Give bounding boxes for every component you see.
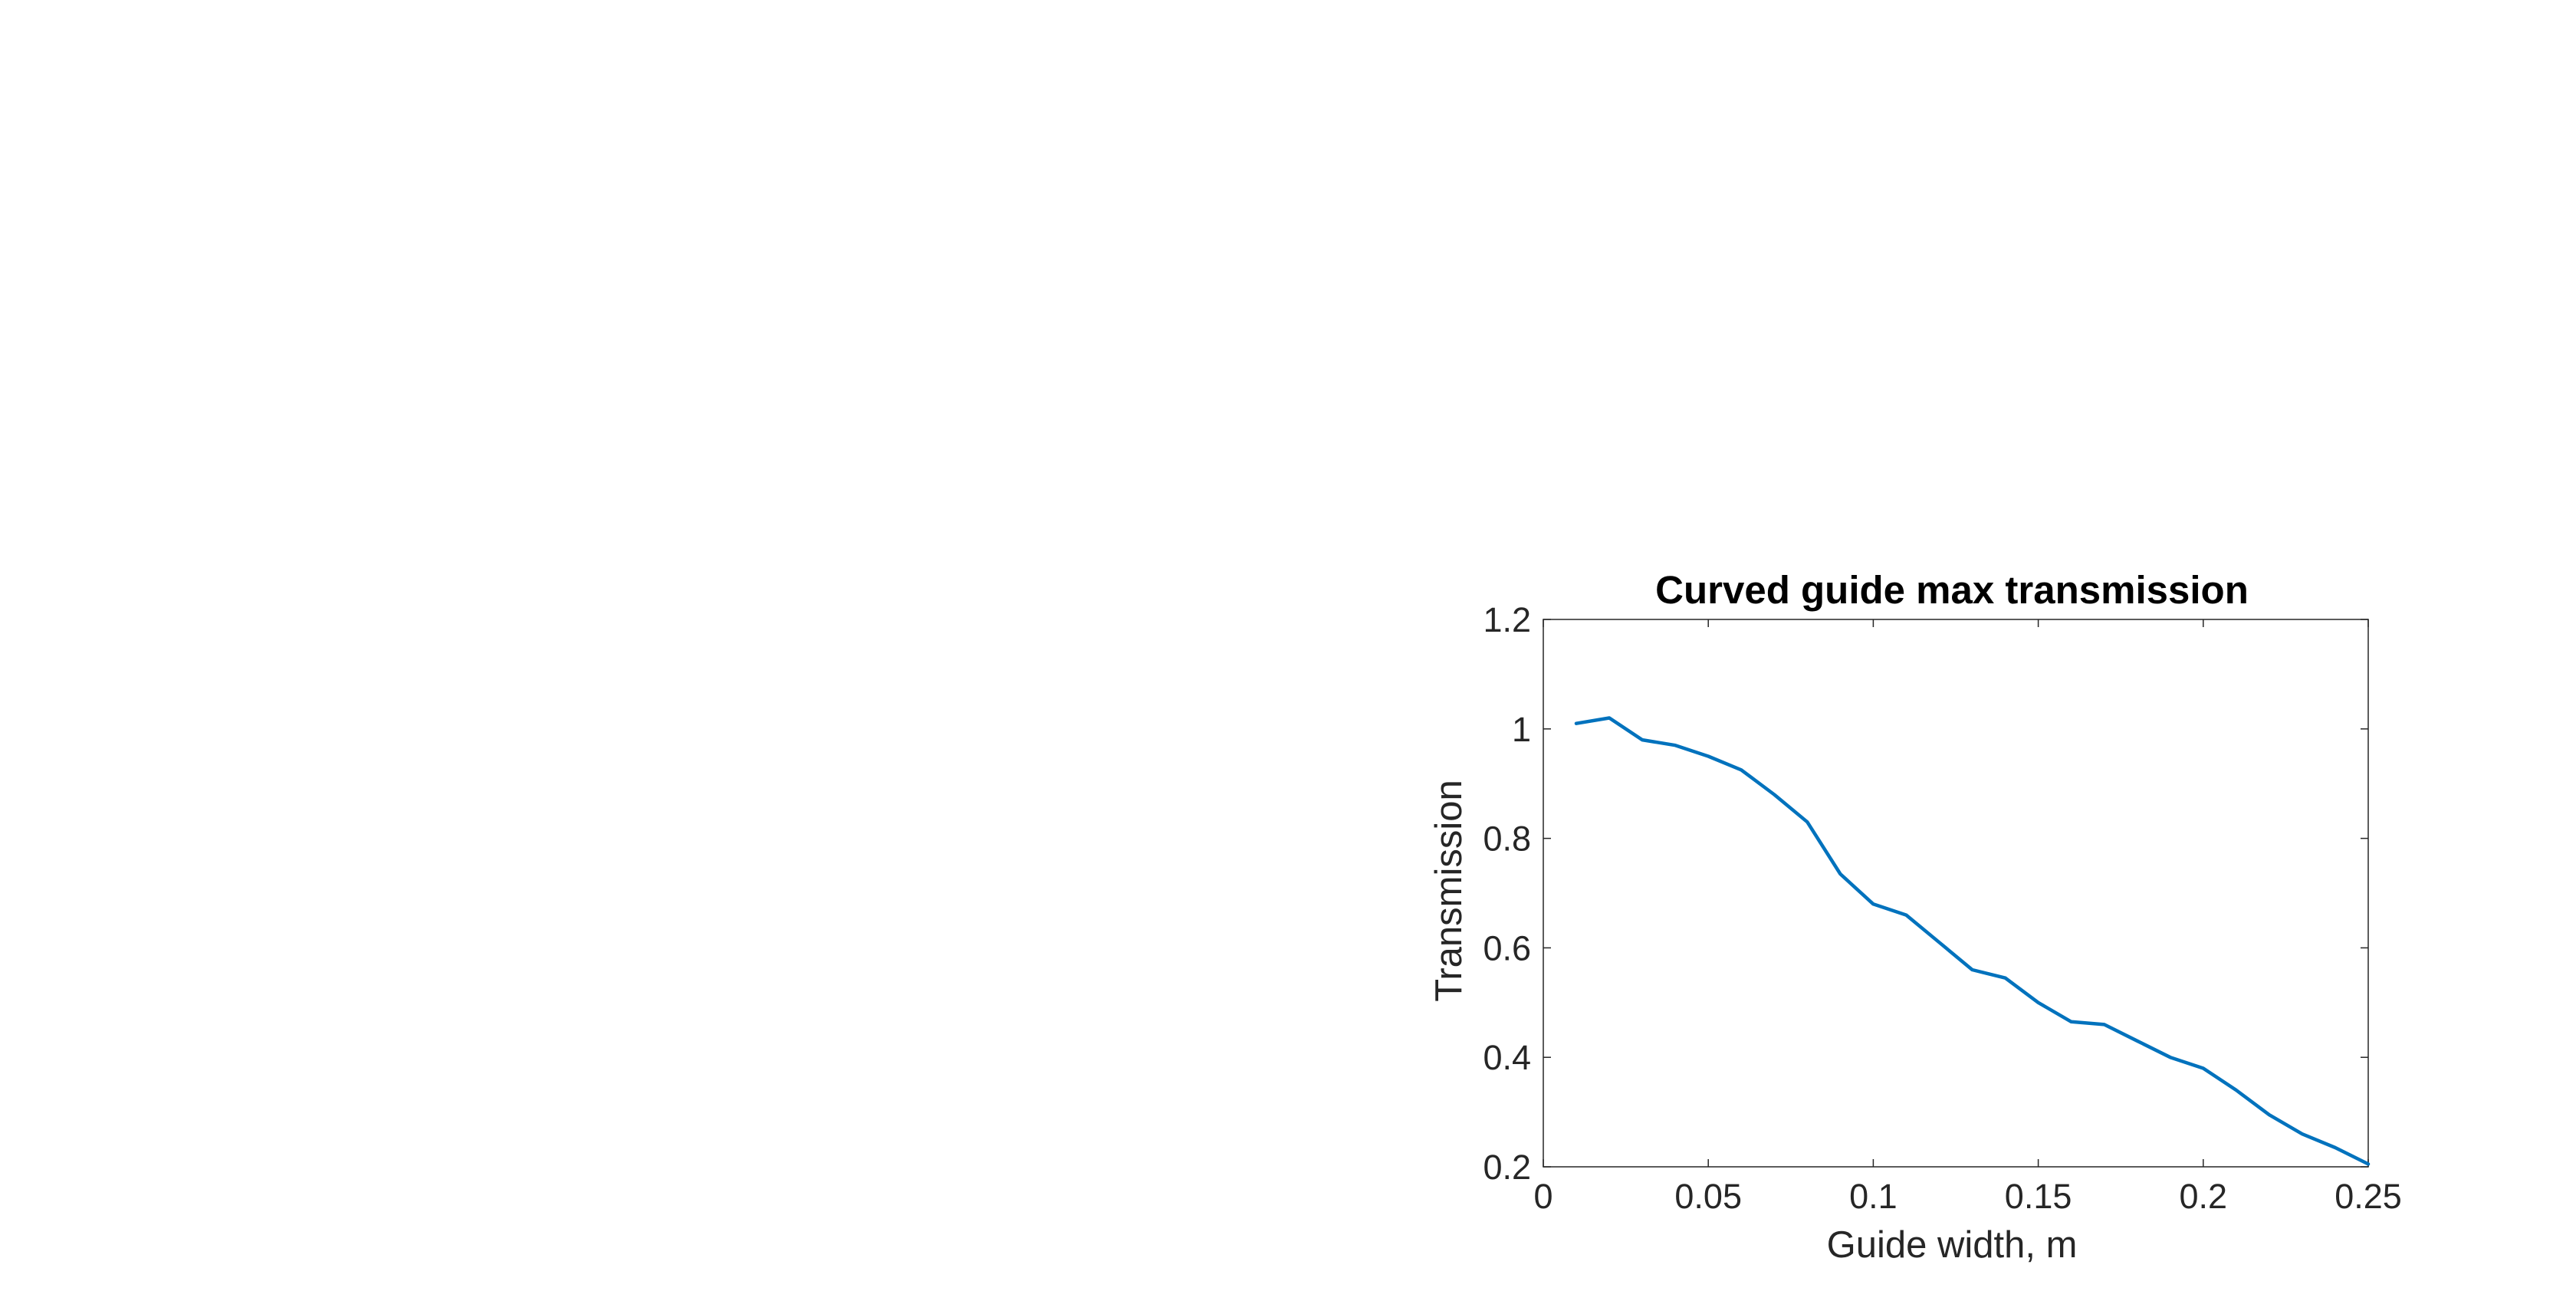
y-axis-label: Transmission [1428,780,1470,1002]
y-tick-label: 0.8 [1483,820,1531,859]
y-tick-label: 1.2 [1483,600,1531,639]
x-axis-label: Guide width, m [1827,1224,2078,1266]
y-tick-label: 0.6 [1483,928,1531,967]
y-axis: 0.2 0.4 0.6 0.8 1 1.2 [1483,600,2368,1187]
series-line [1574,716,2371,1166]
chart-title: Curved guide max transmission [1655,568,2249,612]
plot-area [1543,619,2369,1168]
y-tick-label: 1 [1512,710,1531,749]
x-tick-label: 0.2 [2180,1177,2228,1216]
x-tick-label: 0.05 [1674,1177,1742,1216]
x-tick-label: 0.15 [2005,1177,2072,1216]
x-tick-label: 0.25 [2334,1177,2402,1216]
x-tick-label: 0 [1533,1177,1552,1216]
y-tick-label: 0.4 [1483,1038,1531,1077]
axes-box [1543,619,2369,1168]
x-tick-label: 0.1 [1849,1177,1898,1216]
y-tick-label: 0.2 [1483,1148,1531,1187]
x-axis: 0 0.05 0.1 0.15 0.2 0.25 [1533,619,2402,1216]
